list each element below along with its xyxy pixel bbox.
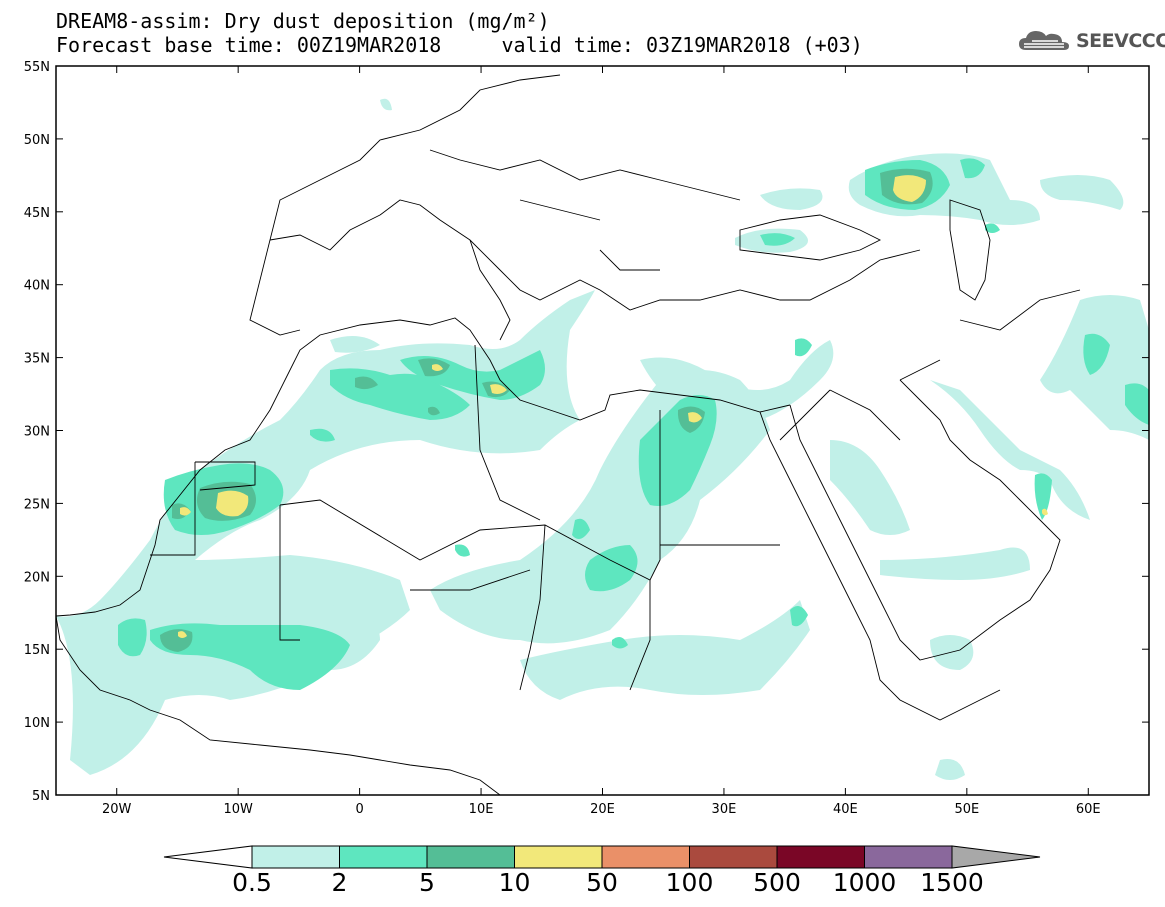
colorbar-over-arrow — [951, 845, 1041, 869]
colorbar-label: 2 — [331, 868, 348, 897]
colorbar-swatch — [689, 845, 778, 869]
colorbar-swatch — [514, 845, 603, 869]
lon-tick-label: 10W — [223, 802, 253, 817]
red-sea-west-coast — [759, 411, 1001, 721]
west-africa-coast — [56, 615, 501, 795]
latitude-axis: 5N 10N 15N 20N 25N 30N 35N 40N 45N 50N 55N — [24, 60, 1149, 804]
lat-tick-label: 5N — [32, 789, 50, 804]
lat-tick-label: 50N — [24, 133, 50, 148]
lat-tick-label: 15N — [24, 643, 50, 658]
lon-tick-label: 20E — [590, 802, 615, 817]
colorbar-under-arrow — [163, 845, 253, 869]
italy-coast — [469, 239, 511, 341]
europe-borders — [429, 149, 741, 271]
lon-tick-label: 30E — [712, 802, 737, 817]
africa-borders — [150, 410, 780, 691]
colorbar-label: 10 — [498, 868, 531, 897]
deposition-level-10-50 — [178, 175, 1048, 638]
colorbar-swatch — [864, 845, 953, 869]
europe-south-coast — [269, 199, 921, 311]
lat-tick-label: 25N — [24, 497, 50, 512]
seevccc-logo: SEEVCCC — [1018, 27, 1165, 55]
colorbar-label: 0.5 — [232, 868, 272, 897]
lon-tick-label: 0 — [355, 802, 363, 817]
north-africa-coast — [56, 317, 791, 617]
lat-tick-label: 20N — [24, 570, 50, 585]
coastlines-and-borders — [56, 74, 1081, 795]
logo-text: SEEVCCC — [1076, 30, 1165, 52]
lon-tick-label: 50E — [954, 802, 979, 817]
lat-tick-label: 10N — [24, 716, 50, 731]
colorbar-swatch — [339, 845, 428, 869]
colorbar-label: 5 — [419, 868, 435, 897]
colorbar-label: 50 — [586, 868, 618, 897]
arabia-coast — [789, 379, 1061, 661]
colorbar-label: 1500 — [920, 868, 984, 897]
lon-tick-label: 40E — [833, 802, 858, 817]
lat-tick-label: 35N — [24, 352, 50, 367]
colorbar-swatch — [601, 845, 690, 869]
lon-tick-label: 20W — [102, 802, 132, 817]
lat-tick-label: 40N — [24, 279, 50, 294]
colorbar-label: 1000 — [832, 868, 897, 897]
cloud-icon — [1019, 31, 1069, 50]
map-title: DREAM8-assim: Dry dust deposition (mg/m²… — [56, 9, 550, 33]
forecast-time-line: Forecast base time: 00Z19MAR2018 valid t… — [56, 33, 863, 57]
europe-west-coast — [269, 74, 561, 241]
lat-tick-label: 45N — [24, 206, 50, 221]
lat-tick-label: 55N — [24, 60, 50, 75]
colorbar-swatch — [426, 845, 515, 869]
lat-tick-label: 30N — [24, 425, 50, 440]
lon-tick-label: 60E — [1076, 802, 1101, 817]
colorbar-swatch — [776, 845, 865, 869]
middle-east-borders — [779, 289, 1081, 441]
iberia-coast — [249, 239, 301, 336]
caspian-sea-coast — [949, 199, 991, 301]
sahel-borders — [410, 344, 651, 691]
colorbar-label: 500 — [753, 868, 801, 897]
black-sea-coast — [739, 214, 882, 261]
colorbar-label: 100 — [665, 868, 714, 897]
colorbar-swatch — [251, 845, 340, 869]
longitude-axis: 20W 10W 0 10E 20E 30E 40E 50E 60E — [102, 66, 1101, 817]
lon-tick-label: 10E — [469, 802, 494, 817]
